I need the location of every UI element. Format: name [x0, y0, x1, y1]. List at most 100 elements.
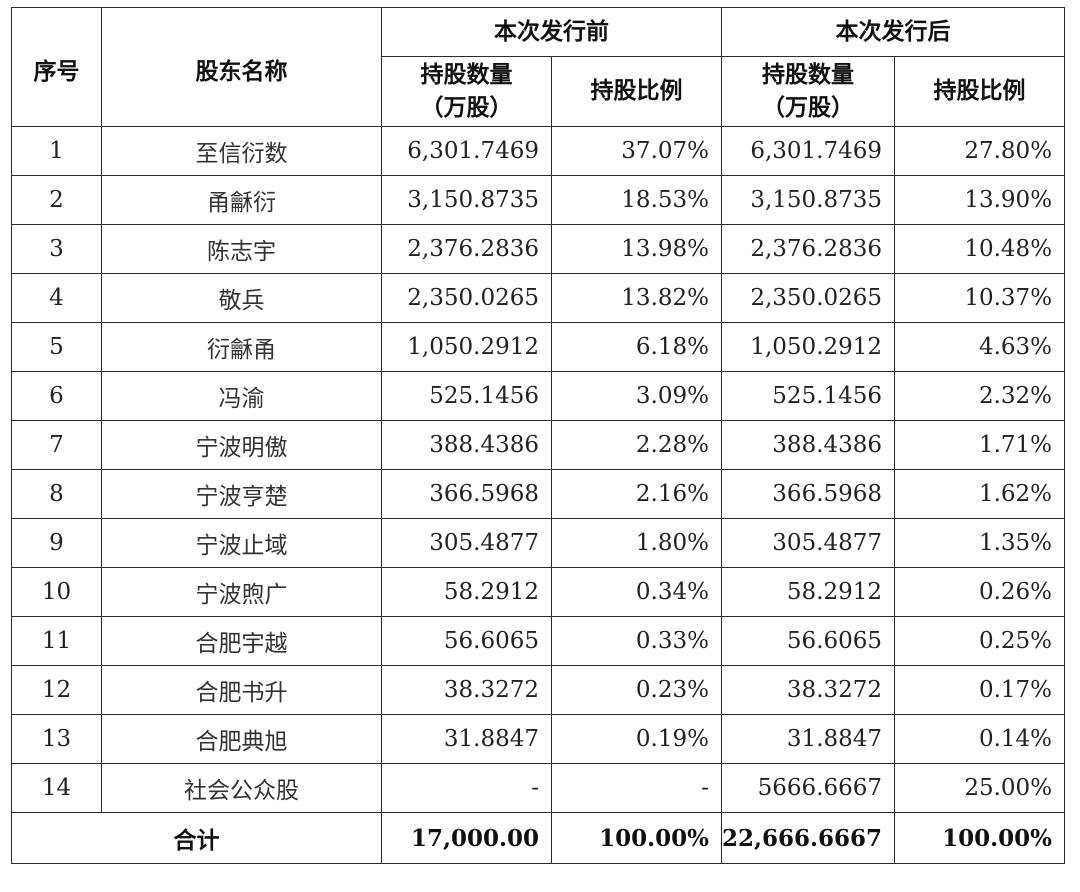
- cell-after-shares: 38.3272: [720, 665, 896, 715]
- table-row: 3 陈志宇 2,376.2836 13.98% 2,376.2836 10.48%: [11, 224, 1066, 274]
- cell-after-shares: 525.1456: [720, 371, 896, 421]
- cell-before-shares: 2,376.2836: [381, 224, 552, 274]
- cell-after-ratio: 4.63%: [894, 322, 1066, 372]
- cell-after-shares: 1,050.2912: [720, 322, 896, 372]
- cell-before-ratio: 18.53%: [551, 175, 722, 225]
- header-shares-line2: （万股）: [420, 94, 513, 121]
- cell-seq: 5: [11, 322, 102, 372]
- cell-after-ratio: 0.14%: [894, 714, 1066, 764]
- cell-seq: 7: [11, 420, 102, 470]
- total-row: 合计 17,000.00 100.00% 22,666.6667 100.00%: [11, 812, 1066, 864]
- shareholding-table: 序号 股东名称 本次发行前 本次发行后 持股数量 （万股） 持股比例 持股数量 …: [11, 7, 1066, 864]
- total-before-ratio: 100.00%: [551, 812, 722, 864]
- table-row: 11 合肥宇越 56.6065 0.33% 56.6065 0.25%: [11, 616, 1066, 666]
- cell-shareholder-name: 宁波亨楚: [101, 469, 382, 519]
- cell-after-shares: 2,376.2836: [720, 224, 896, 274]
- cell-after-shares: 388.4386: [720, 420, 896, 470]
- cell-seq: 2: [11, 175, 102, 225]
- cell-before-shares: 2,350.0265: [381, 273, 552, 323]
- table-row: 4 敬兵 2,350.0265 13.82% 2,350.0265 10.37%: [11, 273, 1066, 323]
- cell-shareholder-name: 衍龢甬: [101, 322, 382, 372]
- cell-shareholder-name: 陈志宇: [101, 224, 382, 274]
- cell-before-shares: 58.2912: [381, 567, 552, 617]
- header-after-issuance: 本次发行后: [720, 7, 1066, 57]
- table-body: 1 至信衍数 6,301.7469 37.07% 6,301.7469 27.80% 2 甬龢…: [11, 126, 1066, 813]
- cell-after-shares: 5666.6667: [720, 763, 896, 813]
- header-shares-line1: 持股数量: [420, 61, 513, 88]
- cell-seq: 11: [11, 616, 102, 666]
- cell-before-ratio: 0.19%: [551, 714, 722, 764]
- cell-before-shares: 31.8847: [381, 714, 552, 764]
- cell-before-shares: 525.1456: [381, 371, 552, 421]
- cell-after-ratio: 27.80%: [894, 126, 1066, 176]
- table-row: 8 宁波亨楚 366.5968 2.16% 366.5968 1.62%: [11, 469, 1066, 519]
- cell-shareholder-name: 宁波止域: [101, 518, 382, 568]
- table-row: 14 社会公众股 - -5666.6667 25.00%: [11, 763, 1066, 813]
- cell-before-ratio: 0.34%: [551, 567, 722, 617]
- total-before-shares: 17,000.00: [381, 812, 552, 864]
- cell-before-ratio: -: [551, 763, 722, 813]
- cell-after-shares: 31.8847: [720, 714, 896, 764]
- cell-before-ratio: 13.98%: [551, 224, 722, 274]
- cell-shareholder-name: 冯渝: [101, 371, 382, 421]
- cell-after-shares: 366.5968: [720, 469, 896, 519]
- header-before-ratio: 持股比例: [551, 56, 722, 127]
- table-row: 5 衍龢甬 1,050.2912 6.18% 1,050.2912 4.63%: [11, 322, 1066, 372]
- cell-after-ratio: 10.48%: [894, 224, 1066, 274]
- cell-after-ratio: 13.90%: [894, 175, 1066, 225]
- cell-seq: 14: [11, 763, 102, 813]
- cell-after-ratio: 1.71%: [894, 420, 1066, 470]
- total-after-shares: 22,666.6667: [720, 812, 896, 864]
- table-row: 13 合肥典旭 31.8847 0.19% 31.8847 0.14%: [11, 714, 1066, 764]
- cell-shareholder-name: 社会公众股: [101, 763, 382, 813]
- cell-shareholder-name: 宁波明傲: [101, 420, 382, 470]
- cell-after-shares: 56.6065: [720, 616, 896, 666]
- table-row: 1 至信衍数 6,301.7469 37.07% 6,301.7469 27.80%: [11, 126, 1066, 176]
- cell-before-ratio: 2.28%: [551, 420, 722, 470]
- header-shares-line2: （万股）: [762, 94, 855, 121]
- cell-before-ratio: 6.18%: [551, 322, 722, 372]
- cell-before-shares: 1,050.2912: [381, 322, 552, 372]
- table-row: 6 冯渝 525.1456 3.09% 525.1456 2.32%: [11, 371, 1066, 421]
- cell-before-shares: 38.3272: [381, 665, 552, 715]
- cell-after-shares: 3,150.8735: [720, 175, 896, 225]
- cell-after-ratio: 0.17%: [894, 665, 1066, 715]
- cell-before-shares: 56.6065: [381, 616, 552, 666]
- table-row: 10 宁波煦广 58.2912 0.34% 58.2912 0.26%: [11, 567, 1066, 617]
- header-shares-line1: 持股数量: [762, 61, 855, 88]
- cell-before-ratio: 37.07%: [551, 126, 722, 176]
- cell-seq: 4: [11, 273, 102, 323]
- cell-shareholder-name: 敬兵: [101, 273, 382, 323]
- header-shareholder-name: 股东名称: [101, 7, 382, 127]
- cell-shareholder-name: 合肥书升: [101, 665, 382, 715]
- total-label: 合计: [11, 812, 382, 864]
- header-before-shares: 持股数量 （万股）: [381, 56, 552, 127]
- cell-shareholder-name: 合肥宇越: [101, 616, 382, 666]
- cell-before-shares: -: [381, 763, 552, 813]
- cell-after-ratio: 10.37%: [894, 273, 1066, 323]
- cell-after-shares: 58.2912: [720, 567, 896, 617]
- table-row: 7 宁波明傲 388.4386 2.28% 388.4386 1.71%: [11, 420, 1066, 470]
- cell-before-ratio: 13.82%: [551, 273, 722, 323]
- cell-before-ratio: 1.80%: [551, 518, 722, 568]
- cell-shareholder-name: 宁波煦广: [101, 567, 382, 617]
- cell-before-ratio: 3.09%: [551, 371, 722, 421]
- cell-after-ratio: 2.32%: [894, 371, 1066, 421]
- header-after-ratio: 持股比例: [894, 56, 1066, 127]
- cell-shareholder-name: 甬龢衍: [101, 175, 382, 225]
- cell-shareholder-name: 合肥典旭: [101, 714, 382, 764]
- cell-seq: 12: [11, 665, 102, 715]
- cell-before-shares: 3,150.8735: [381, 175, 552, 225]
- cell-before-ratio: 0.33%: [551, 616, 722, 666]
- cell-after-ratio: 0.26%: [894, 567, 1066, 617]
- table-row: 9 宁波止域 305.4877 1.80% 305.4877 1.35%: [11, 518, 1066, 568]
- cell-seq: 8: [11, 469, 102, 519]
- header-after-shares: 持股数量 （万股）: [720, 56, 896, 127]
- cell-after-ratio: 1.62%: [894, 469, 1066, 519]
- cell-seq: 9: [11, 518, 102, 568]
- total-after-ratio: 100.00%: [894, 812, 1066, 864]
- cell-seq: 6: [11, 371, 102, 421]
- cell-after-shares: 6,301.7469: [720, 126, 896, 176]
- cell-shareholder-name: 至信衍数: [101, 126, 382, 176]
- cell-after-shares: 305.4877: [720, 518, 896, 568]
